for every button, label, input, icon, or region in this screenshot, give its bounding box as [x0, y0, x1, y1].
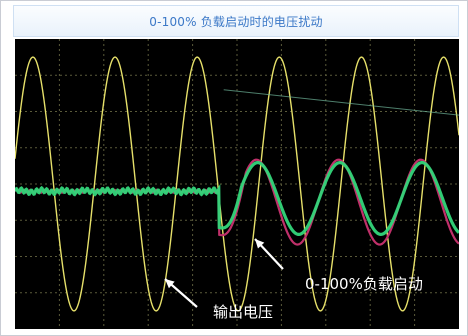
series-trigger-trace	[223, 89, 459, 116]
chart-title: 0-100% 负载启动时的电压扰动	[149, 14, 323, 29]
waveform-plot	[15, 39, 459, 329]
arrow-output-voltage-head	[165, 279, 175, 289]
arrows	[164, 238, 284, 308]
traces	[15, 56, 459, 312]
series-output-voltage	[15, 56, 459, 312]
arrow-load-start-head	[255, 239, 265, 249]
annotation-load-start: 0-100%负载启动	[305, 275, 423, 293]
chart-title-bar: 0-100% 负载启动时的电压扰动	[13, 5, 459, 37]
grid	[15, 39, 459, 329]
series-green	[15, 161, 459, 236]
oscilloscope-screen: 输出电压 0-100%负载启动	[15, 39, 459, 329]
annotation-output-voltage: 输出电压	[213, 303, 274, 321]
